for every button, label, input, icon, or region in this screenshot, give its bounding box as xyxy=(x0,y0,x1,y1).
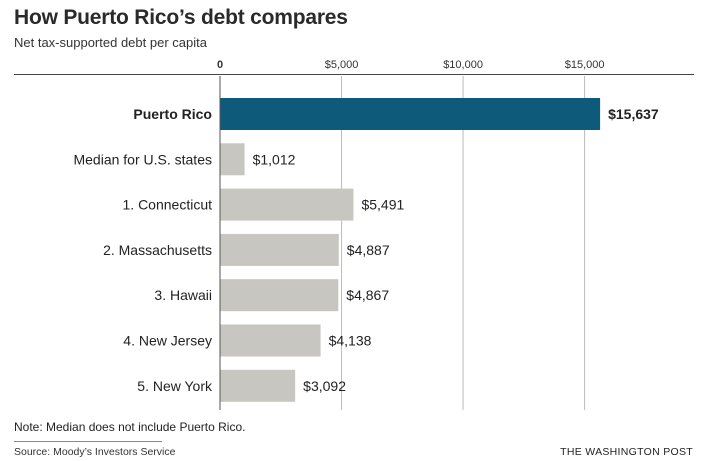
bar xyxy=(220,98,601,130)
value-label: $4,867 xyxy=(346,287,389,303)
note-divider xyxy=(14,441,162,442)
x-tick-label: 0 xyxy=(217,59,223,71)
category-label: 3. Hawaii xyxy=(154,287,212,303)
chart-title: How Puerto Rico’s debt compares xyxy=(14,6,348,29)
bar xyxy=(220,233,339,266)
value-label: $1,012 xyxy=(253,151,296,167)
value-label: $4,138 xyxy=(329,333,372,349)
bar xyxy=(220,188,354,221)
category-label: Puerto Rico xyxy=(133,106,212,122)
source-line: Source: Moody’s Investors Service xyxy=(14,446,176,458)
bar-chart: 0 $5,000 $10,000 $15,000 Puerto Rico $15,637 M… xyxy=(73,59,659,410)
publisher-credit: THE WASHINGTON POST xyxy=(560,446,693,458)
top-rule xyxy=(14,74,694,75)
value-label: $3,092 xyxy=(303,378,346,394)
category-label: 1. Connecticut xyxy=(123,197,213,213)
value-label: $5,491 xyxy=(361,197,404,213)
bar xyxy=(220,279,339,312)
bar xyxy=(220,369,296,402)
category-label: 2. Massachusetts xyxy=(103,242,212,258)
chart-note: Note: Median does not include Puerto Ric… xyxy=(14,420,246,434)
x-tick-label: $5,000 xyxy=(325,59,359,71)
chart-subtitle: Net tax-supported debt per capita xyxy=(14,35,207,50)
bar xyxy=(220,143,245,176)
category-label: Median for U.S. states xyxy=(73,151,212,167)
category-label: 4. New Jersey xyxy=(123,333,212,349)
bar xyxy=(220,324,321,357)
x-tick-label: $10,000 xyxy=(443,59,483,71)
category-label: 5. New York xyxy=(137,378,213,394)
value-label: $4,887 xyxy=(347,242,390,258)
x-tick-label: $15,000 xyxy=(565,59,605,71)
value-label: $15,637 xyxy=(608,106,659,122)
